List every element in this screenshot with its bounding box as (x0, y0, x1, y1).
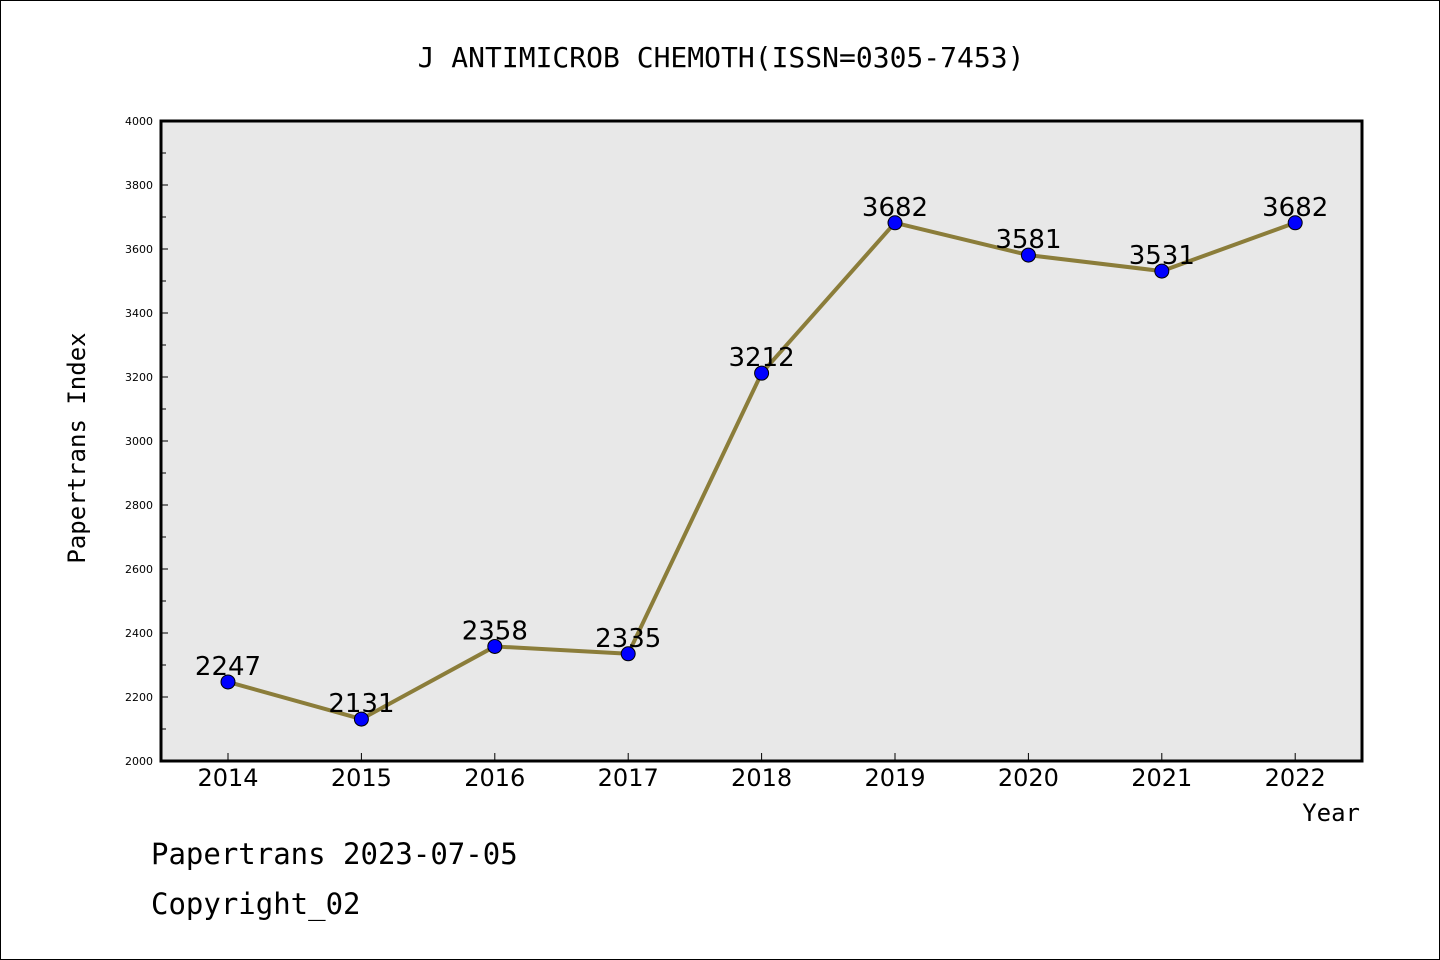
data-label: 2131 (328, 689, 394, 719)
x-tick-label: 2014 (197, 764, 258, 792)
data-labels: 2247 2131 2358 2335 3212 3682 3581 3531 3682 (195, 193, 1328, 719)
data-point (353, 711, 369, 727)
data-point (754, 365, 770, 381)
footer-copyright: Copyright_02 (151, 887, 361, 921)
data-point (220, 674, 236, 690)
x-tick-label: 2021 (1131, 764, 1192, 792)
y-tick-label: 2000 (125, 755, 153, 768)
data-label: 3682 (1262, 193, 1328, 223)
data-point (620, 646, 636, 662)
x-axis-title: Year (1302, 799, 1360, 827)
x-tick-label: 2016 (464, 764, 525, 792)
y-tick-label: 2800 (125, 499, 153, 512)
data-label: 3682 (862, 193, 928, 223)
data-label: 3531 (1129, 241, 1195, 271)
y-tick-label: 2600 (125, 563, 153, 576)
data-label: 2358 (462, 616, 528, 646)
y-tick-label: 2400 (125, 627, 153, 640)
y-tick-label: 3200 (125, 371, 153, 384)
x-tick-label: 2018 (731, 764, 792, 792)
y-tick-label: 3000 (125, 435, 153, 448)
data-point (1287, 215, 1303, 231)
x-tick-label: 2022 (1265, 764, 1326, 792)
x-tick-label: 2015 (331, 764, 392, 792)
plot-area (159, 119, 1364, 763)
x-axis: 2014 2015 2016 2017 2018 2019 2020 2021 2022 (197, 753, 1326, 792)
y-axis-title: Papertrans Index (63, 332, 91, 563)
data-label: 3581 (995, 225, 1061, 255)
data-label: 2335 (595, 624, 661, 654)
y-tick-label: 3400 (125, 307, 153, 320)
data-points (220, 215, 1303, 727)
y-tick-label: 3600 (125, 243, 153, 256)
data-point (1020, 247, 1036, 263)
y-tick-label: 2200 (125, 691, 153, 704)
y-tick-label: 4000 (125, 115, 153, 128)
y-tick-label: 3800 (125, 179, 153, 192)
chart-title: J ANTIMICROB CHEMOTH(ISSN=0305-7453) (418, 41, 1025, 74)
x-tick-label: 2017 (598, 764, 659, 792)
y-axis: 2000 2200 2400 2600 2800 3000 3200 3400 3600 3800… (125, 115, 168, 768)
data-point (487, 638, 503, 654)
data-label: 3212 (729, 343, 795, 373)
data-point (1154, 263, 1170, 279)
x-tick-label: 2020 (998, 764, 1059, 792)
data-label: 2247 (195, 652, 261, 682)
data-point (887, 215, 903, 231)
x-tick-label: 2019 (864, 764, 925, 792)
footer-date: Papertrans 2023-07-05 (151, 837, 518, 871)
